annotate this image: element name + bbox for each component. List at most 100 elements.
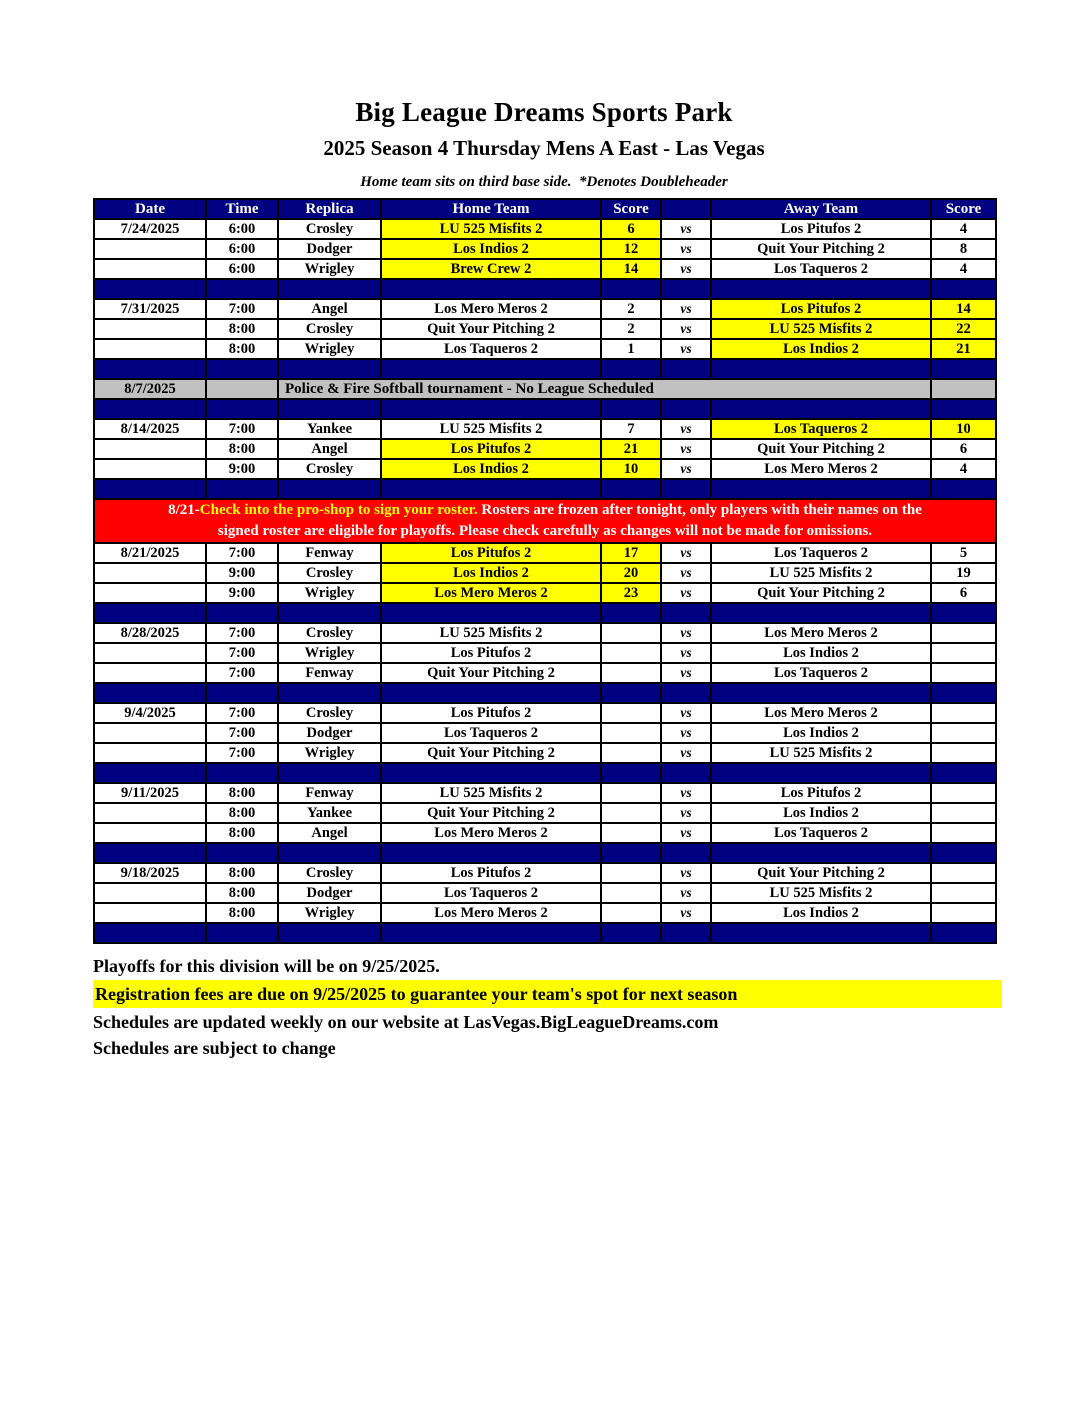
date-cell — [93, 882, 207, 904]
time-cell: 8:00 — [205, 862, 279, 884]
home-score-cell — [600, 802, 662, 824]
replica-cell: Crosley — [277, 218, 382, 240]
separator-cell — [930, 682, 997, 704]
date-cell: 9/11/2025 — [93, 782, 207, 804]
separator-cell — [660, 398, 712, 420]
away-team-cell: Los Indios 2 — [710, 902, 932, 924]
replica-cell: Wrigley — [277, 582, 382, 604]
home-team-cell: Los Mero Meros 2 — [380, 582, 602, 604]
home-team-cell: Quit Your Pitching 2 — [380, 318, 602, 340]
separator-cell — [93, 842, 207, 864]
schedule-document: Big League Dreams Sports Park 2025 Seaso… — [93, 97, 1002, 1058]
away-team-cell: Los Mero Meros 2 — [710, 622, 932, 644]
schedule-table-body: 7/24/2025 6:00 Crosley LU 525 Misfits 2 6 vs L… — [93, 218, 997, 944]
red-notice-row: 8/21-Check into the pro-shop to sign you… — [93, 498, 997, 544]
away-team-cell: Los Pitufos 2 — [710, 218, 932, 240]
game-row: 7:00 Fenway Quit Your Pitching 2 vs Los Taqu… — [93, 662, 997, 684]
replica-cell: Fenway — [277, 542, 382, 564]
game-row: 6:00 Wrigley Brew Crew 2 14 vs Los Taqueros 2… — [93, 258, 997, 280]
vs-cell: vs — [660, 218, 712, 240]
separator-cell — [710, 842, 932, 864]
away-score-cell — [930, 702, 997, 724]
away-score-cell — [930, 378, 997, 400]
separator-row — [93, 602, 997, 624]
separator-cell — [710, 358, 932, 380]
separator-cell — [930, 278, 997, 300]
home-score-cell: 12 — [600, 238, 662, 260]
home-team-cell: LU 525 Misfits 2 — [380, 218, 602, 240]
replica-cell: Crosley — [277, 702, 382, 724]
date-cell: 8/21/2025 — [93, 542, 207, 564]
time-cell: 7:00 — [205, 642, 279, 664]
replica-cell: Angel — [277, 822, 382, 844]
home-score-cell: 6 — [600, 218, 662, 240]
separator-cell — [380, 278, 602, 300]
page-subtitle: 2025 Season 4 Thursday Mens A East - Las… — [323, 136, 765, 160]
separator-cell — [930, 602, 997, 624]
away-score-cell: 4 — [930, 458, 997, 480]
home-team-cell: Brew Crew 2 — [380, 258, 602, 280]
separator-cell — [600, 278, 662, 300]
home-team-cell: LU 525 Misfits 2 — [380, 622, 602, 644]
home-score-cell: 14 — [600, 258, 662, 280]
roster-notice-line2: signed roster are eligible for playoffs.… — [217, 523, 873, 539]
replica-cell: Crosley — [277, 458, 382, 480]
home-team-cell: Quit Your Pitching 2 — [380, 802, 602, 824]
date-cell: 8/14/2025 — [93, 418, 207, 440]
away-team-cell: Los Pitufos 2 — [710, 298, 932, 320]
home-team-cell: Los Pitufos 2 — [380, 542, 602, 564]
vs-cell: vs — [660, 642, 712, 664]
separator-cell — [660, 478, 712, 500]
home-score-cell: 20 — [600, 562, 662, 584]
replica-cell: Crosley — [277, 562, 382, 584]
vs-cell: vs — [660, 298, 712, 320]
game-row: 8:00 Angel Los Pitufos 2 21 vs Quit Your Pitc… — [93, 438, 997, 460]
time-cell: 8:00 — [205, 438, 279, 460]
header-cell-home-team: Home Team — [380, 198, 602, 220]
date-cell — [93, 582, 207, 604]
separator-cell — [277, 682, 382, 704]
separator-row — [93, 842, 997, 864]
date-cell: 9/4/2025 — [93, 702, 207, 724]
separator-cell — [600, 922, 662, 944]
away-team-cell: Los Taqueros 2 — [710, 822, 932, 844]
game-row: 7:00 Wrigley Quit Your Pitching 2 vs LU 525 … — [93, 742, 997, 764]
home-score-cell: 23 — [600, 582, 662, 604]
home-team-cell: Los Pitufos 2 — [380, 438, 602, 460]
time-cell: 9:00 — [205, 458, 279, 480]
vs-cell: vs — [660, 622, 712, 644]
home-team-cell: Los Mero Meros 2 — [380, 298, 602, 320]
separator-cell — [93, 762, 207, 784]
game-row: 8/28/2025 7:00 Crosley LU 525 Misfits 2 vs Lo… — [93, 622, 997, 644]
replica-cell: Crosley — [277, 862, 382, 884]
header-cell-date: Date — [93, 198, 207, 220]
home-score-cell — [600, 782, 662, 804]
away-score-cell — [930, 622, 997, 644]
date-cell: 8/28/2025 — [93, 622, 207, 644]
away-team-cell: Los Taqueros 2 — [710, 418, 932, 440]
roster-notice-line1: 8/21-Check into the pro-shop to sign you… — [168, 502, 922, 518]
away-team-cell: Quit Your Pitching 2 — [710, 862, 932, 884]
away-score-cell: 6 — [930, 582, 997, 604]
schedule-table: Date Time Replica Home Team Score Away T… — [93, 198, 997, 944]
separator-cell — [660, 842, 712, 864]
home-score-cell — [600, 722, 662, 744]
game-row: 9:00 Wrigley Los Mero Meros 2 23 vs Quit Your… — [93, 582, 997, 604]
time-cell: 7:00 — [205, 298, 279, 320]
separator-cell — [93, 358, 207, 380]
game-row: 7/24/2025 6:00 Crosley LU 525 Misfits 2 6 vs L… — [93, 218, 997, 240]
away-score-cell: 4 — [930, 218, 997, 240]
separator-row — [93, 398, 997, 420]
separator-cell — [600, 682, 662, 704]
away-team-cell: Los Indios 2 — [710, 338, 932, 360]
footer-subject-to-change: Schedules are subject to change — [93, 1038, 336, 1058]
home-team-note: Home team sits on third base side. *Deno… — [360, 174, 728, 190]
away-score-cell: 4 — [930, 258, 997, 280]
vs-cell: vs — [660, 438, 712, 460]
separator-cell — [600, 842, 662, 864]
time-cell: 8:00 — [205, 782, 279, 804]
separator-cell — [600, 358, 662, 380]
home-team-cell: Los Taqueros 2 — [380, 722, 602, 744]
home-team-cell: Los Mero Meros 2 — [380, 902, 602, 924]
vs-cell: vs — [660, 458, 712, 480]
